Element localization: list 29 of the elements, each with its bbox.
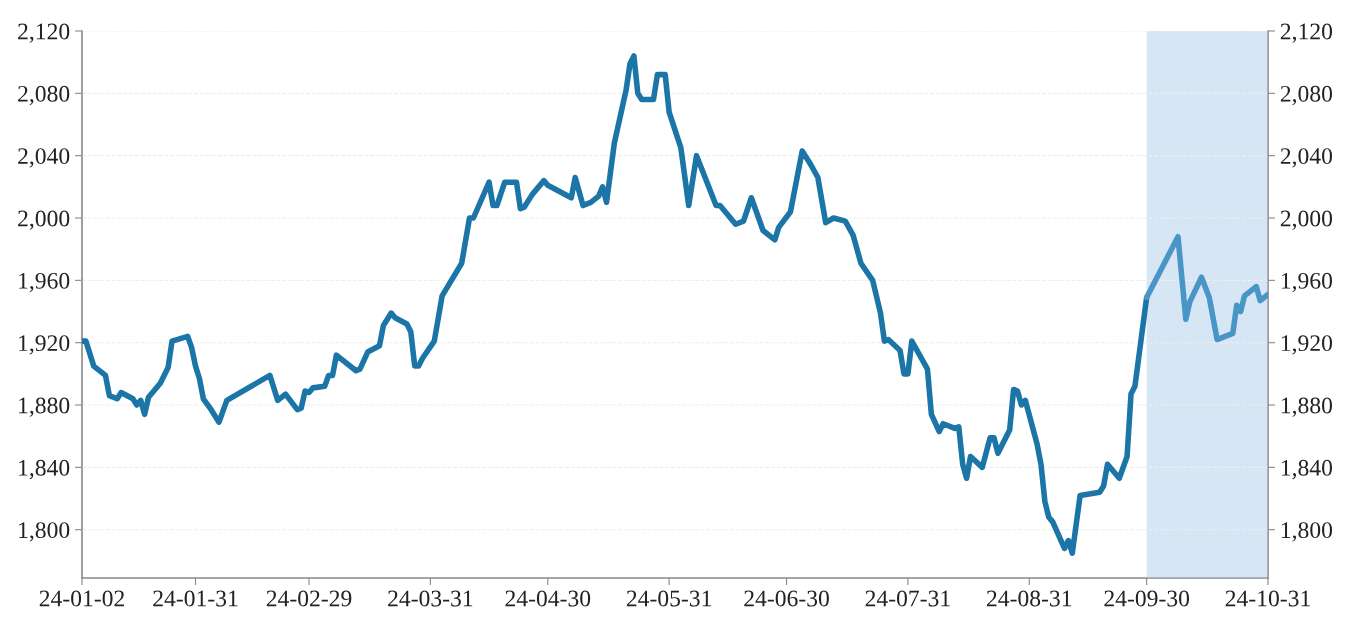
y-tick-label: 1,920: [19, 335, 70, 355]
y-tick-label: 2,080: [18, 85, 70, 106]
y-tick-label: 1,960: [19, 272, 70, 293]
x-tick-label: 24-01-02: [39, 590, 124, 607]
x-tick-label: 24-09-30: [1104, 590, 1190, 607]
x-tick-label: 24-03-31: [388, 590, 473, 607]
x-tick-label: 24-05-31: [626, 590, 711, 607]
y-tick-label: 1,880: [19, 397, 70, 417]
y2-tick-label: 1,920: [1281, 335, 1333, 355]
y2-tick-label: 2,040: [1280, 148, 1333, 168]
x-tick-label: 24-08-31: [986, 590, 1072, 607]
y2-tick-label: 2,000: [1280, 210, 1333, 230]
y2-tick-label: 1,800: [1281, 522, 1333, 542]
y-tick-label: 1,800: [19, 522, 70, 542]
y2-tick-label: 1,960: [1281, 272, 1333, 293]
x-tick-label: 24-01-31: [153, 590, 238, 607]
x-tick-label: 24-06-30: [744, 590, 829, 607]
x-tick-label: 24-10-31: [1225, 590, 1310, 607]
y2-tick-label: 2,080: [1280, 85, 1333, 106]
x-tick-label: 24-04-30: [505, 590, 591, 607]
y2-tick-label: 1,840: [1281, 459, 1333, 480]
y-tick-label: 2,120: [18, 23, 70, 43]
x-tick-label: 24-07-31: [865, 590, 950, 607]
y-tick-label: 1,840: [19, 459, 70, 480]
y2-tick-label: 2,120: [1280, 23, 1333, 43]
y2-tick-label: 1,880: [1281, 397, 1333, 417]
x-tick-label: 24-02-29: [266, 590, 352, 607]
y-tick-label: 2,000: [18, 210, 70, 230]
y-tick-label: 2,040: [18, 148, 70, 168]
